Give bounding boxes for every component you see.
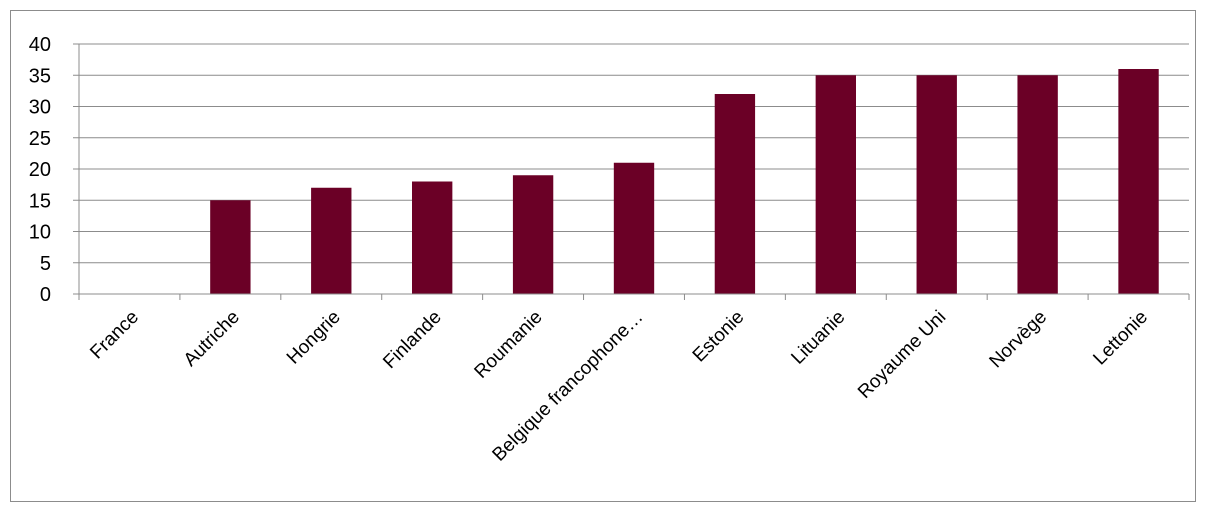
axes [73,43,1190,300]
x-category-label: Hongrie [283,307,345,369]
bar-autriche [210,200,251,294]
x-category-label: France [86,307,143,364]
x-category-label: Autriche [180,307,244,371]
x-category-label: Roumanie [471,307,547,383]
y-axis-tick-labels: 0 5 10 15 20 25 30 35 40 [29,34,51,306]
bar-hongrie [311,187,352,294]
y-tick-label: 15 [29,190,51,212]
y-tick-label: 35 [29,65,51,87]
gridlines [79,43,1189,264]
y-tick-label: 20 [29,159,51,181]
bar-finlande [412,181,453,294]
bar-royaume-uni [916,75,957,294]
x-category-label: Lituanie [787,307,849,369]
x-category-label: Royaume Uni [854,307,950,403]
y-tick-label: 30 [29,97,51,119]
bar-lituanie [815,75,856,294]
chart-frame [10,10,1196,502]
x-category-label: Norvège [986,307,1052,373]
x-category-label: Finlande [379,307,445,373]
y-tick-label: 10 [29,222,51,244]
y-tick-label: 40 [29,34,51,56]
bar-estonie [714,94,756,294]
y-tick-label: 0 [40,284,51,306]
bar-lettonie [1118,69,1159,294]
x-category-label: Estonie [689,307,749,367]
bars [210,69,1159,294]
y-tick-label: 25 [29,128,51,150]
bar-belgique-francophone [613,162,655,294]
bar-norv-ge [1017,75,1058,294]
x-category-label: Lettonie [1089,307,1152,370]
x-axis-category-labels: France Autriche Hongrie Finlande RoumanieBel… [86,307,1152,466]
bar-roumanie [512,175,554,294]
y-tick-label: 5 [40,253,51,275]
